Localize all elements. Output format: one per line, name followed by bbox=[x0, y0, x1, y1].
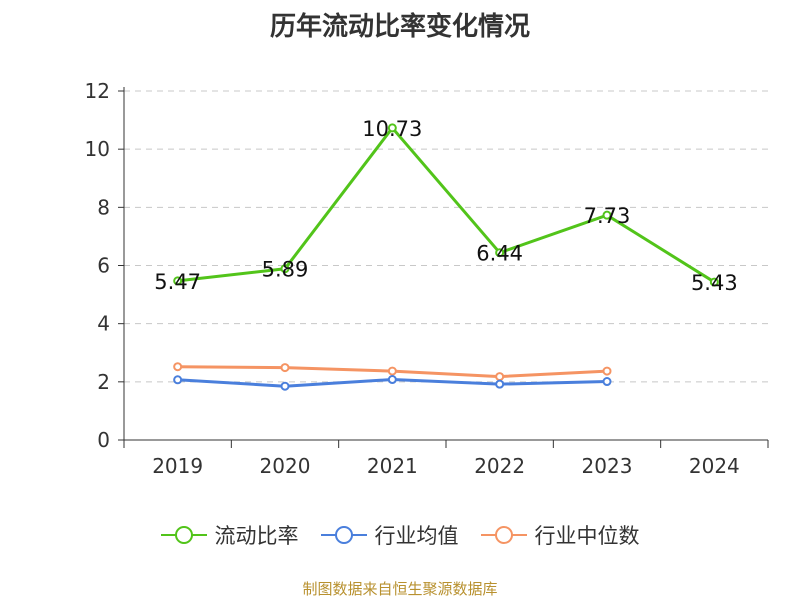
series-1-point-2022 bbox=[495, 379, 505, 389]
series-0-point-2020 bbox=[280, 264, 290, 274]
series-0-point-2019 bbox=[173, 276, 183, 286]
y-tick-label-10: 10 bbox=[85, 137, 110, 161]
data-label-2022: 6.44 bbox=[476, 242, 523, 266]
x-tick-label-2024: 2024 bbox=[689, 454, 740, 478]
data-label-2020: 5.89 bbox=[262, 258, 309, 282]
series-2-point-2021 bbox=[387, 366, 397, 376]
series-0-point-2024 bbox=[709, 277, 719, 287]
series-0-point-2023 bbox=[602, 210, 612, 220]
y-tick-label-6: 6 bbox=[97, 254, 110, 278]
series-2-point-2019 bbox=[173, 362, 183, 372]
data-label-2023: 7.73 bbox=[584, 204, 631, 228]
series-2-point-2020 bbox=[280, 363, 290, 373]
series-1-point-2019 bbox=[173, 375, 183, 385]
data-label-2021: 10.73 bbox=[362, 117, 422, 141]
series-0-point-2022 bbox=[495, 248, 505, 258]
legend-symbol-industry-average bbox=[320, 526, 367, 544]
data-label-2019: 5.47 bbox=[154, 270, 201, 294]
legend-item-current-ratio[interactable]: 流动比率 bbox=[160, 520, 299, 550]
legend-item-industry-median[interactable]: 行业中位数 bbox=[480, 520, 640, 550]
series-1-point-2021 bbox=[387, 375, 397, 385]
x-tick-label-2023: 2023 bbox=[582, 454, 633, 478]
x-tick-label-2022: 2022 bbox=[474, 454, 525, 478]
legend-symbol-industry-median bbox=[480, 526, 527, 544]
legend-item-industry-average[interactable]: 行业均值 bbox=[320, 520, 459, 550]
y-tick-label-12: 12 bbox=[85, 79, 110, 103]
x-tick-label-2019: 2019 bbox=[152, 454, 203, 478]
x-tick-label-2021: 2021 bbox=[367, 454, 418, 478]
legend-label-industry-median: 行业中位数 bbox=[534, 524, 640, 548]
series-2-point-2023 bbox=[602, 366, 612, 376]
chart-title: 历年流动比率变化情况 bbox=[269, 12, 530, 42]
series-1-point-2023 bbox=[602, 377, 612, 387]
legend-label-industry-average: 行业均值 bbox=[374, 524, 459, 548]
data-label-2024: 5.43 bbox=[691, 271, 738, 295]
x-tick-label-2020: 2020 bbox=[260, 454, 311, 478]
legend-symbol-current-ratio bbox=[160, 526, 207, 544]
legend-label-current-ratio: 流动比率 bbox=[214, 524, 299, 548]
series-2-point-2022 bbox=[495, 372, 505, 382]
y-tick-label-4: 4 bbox=[97, 312, 110, 336]
y-tick-label-2: 2 bbox=[97, 370, 110, 394]
y-tick-label-8: 8 bbox=[97, 195, 110, 219]
series-1-point-2020 bbox=[280, 381, 290, 391]
series-line-0 bbox=[177, 126, 716, 284]
y-tick-label-0: 0 bbox=[97, 428, 110, 452]
source-note: 制图数据来自恒生聚源数据库 bbox=[302, 580, 498, 598]
series-0-point-2021 bbox=[387, 123, 397, 133]
legend: 流动比率 行业均值 行业中位数 bbox=[0, 520, 800, 550]
